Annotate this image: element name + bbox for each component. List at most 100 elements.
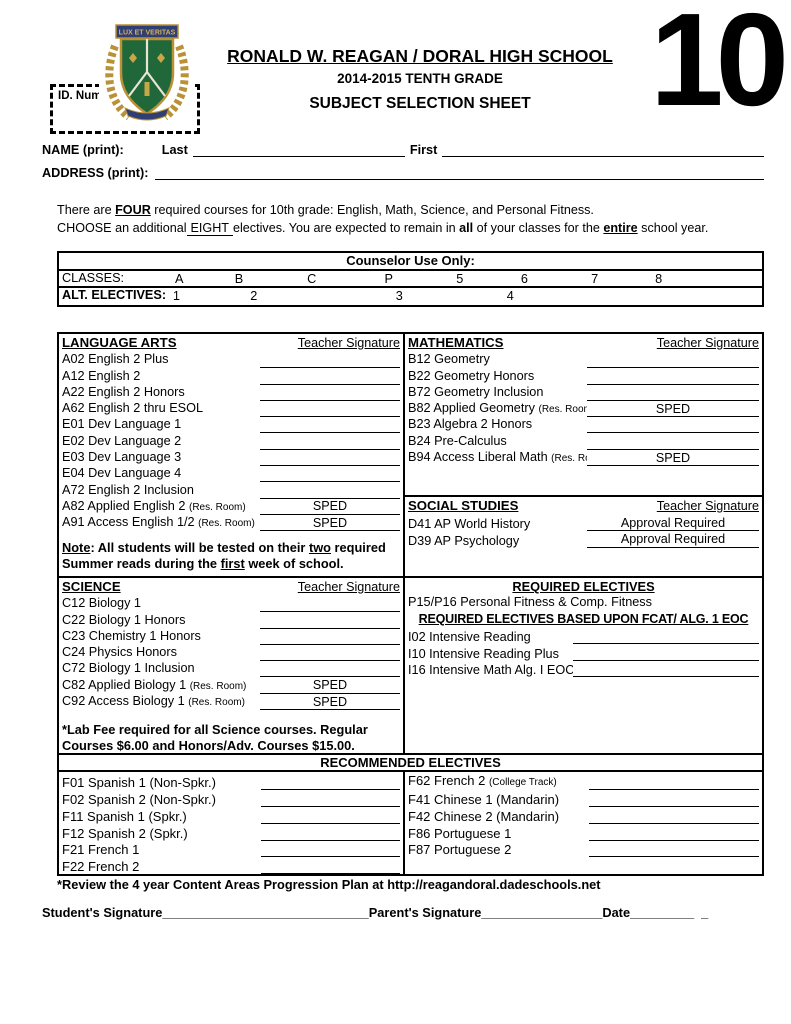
course-row: D39 AP Psychology Approval Required: [408, 531, 759, 548]
trailing-underscore: _: [701, 905, 709, 920]
course-row: I02 Intensive Reading: [408, 628, 759, 645]
course-row: D41 AP World History Approval Required: [408, 515, 759, 532]
teacher-signature-line[interactable]: [260, 353, 400, 369]
course-row: C24 Physics Honors: [62, 645, 400, 662]
fcat-electives-header: REQUIRED ELECTIVES BASED UPON FCAT/ ALG.…: [418, 612, 749, 626]
address-line[interactable]: [155, 163, 764, 180]
course-row: F86 Portuguese 1: [408, 824, 759, 841]
course-row: I16 Intensive Math Alg. I EOC: [408, 661, 759, 677]
alt-electives-label: ALT. ELECTIVES:: [62, 288, 167, 302]
subtitle-grade: 2014-2015 TENTH GRADE: [337, 71, 503, 86]
teacher-signature-line[interactable]: [261, 808, 400, 824]
course-row: C22 Biology 1 Honors: [62, 612, 400, 629]
school-crest-logo: LUX ET VERITAS: [99, 20, 195, 122]
progression-plan-note: *Review the 4 year Content Areas Progres…: [57, 877, 601, 892]
teacher-signature-line[interactable]: [587, 434, 759, 450]
date-line[interactable]: _________: [630, 905, 695, 920]
teacher-signature-line[interactable]: SPED: [587, 451, 759, 467]
teacher-signature-line[interactable]: [587, 418, 759, 434]
teacher-signature-line[interactable]: [260, 662, 400, 678]
required-electives-header: REQUIRED ELECTIVES: [512, 579, 655, 594]
teacher-signature-line[interactable]: SPED: [260, 695, 400, 711]
address-label: ADDRESS (print):: [42, 166, 149, 180]
course-row: F42 Chinese 2 (Mandarin): [408, 807, 759, 824]
teacher-signature-line[interactable]: [589, 842, 759, 858]
intro-paragraph: There are FOUR required courses for 10th…: [57, 202, 763, 237]
teacher-signature-line[interactable]: [589, 825, 759, 841]
course-row: B24 Pre-Calculus: [408, 433, 759, 450]
first-name-line[interactable]: [442, 140, 764, 157]
recommended-electives-header: RECOMMENDED ELECTIVES: [57, 753, 764, 772]
teacher-signature-line[interactable]: [260, 597, 400, 613]
course-row: B12 Geometry: [408, 352, 759, 369]
course-row: B82 Applied Geometry (Res. Room)SPED: [408, 401, 759, 418]
crest-motto: LUX ET VERITAS: [119, 30, 176, 37]
teacher-signature-line[interactable]: Approval Required: [587, 516, 759, 532]
alt-electives-row[interactable]: ALT. ELECTIVES: 1 2 3 4: [62, 288, 514, 303]
teacher-signature-line[interactable]: [261, 859, 400, 875]
teacher-signature-line[interactable]: [573, 645, 759, 661]
language-arts-section: LANGUAGE ARTS Teacher Signature A02 Engl…: [57, 332, 405, 578]
parent-signature-label: Parent's Signature: [368, 905, 482, 920]
intro-line-2: CHOOSE an additional EIGHT electives. You …: [57, 220, 709, 236]
course-row: A22 English 2 Honors: [62, 385, 400, 401]
teacher-signature-line[interactable]: [260, 402, 400, 418]
section-header: MATHEMATICS Teacher Signature: [408, 335, 759, 352]
classes-row[interactable]: CLASSES: A B C P 5 6 7 8: [59, 271, 762, 288]
address-row: ADDRESS (print):: [42, 163, 764, 180]
teacher-signature-line[interactable]: SPED: [587, 402, 759, 418]
teacher-signature-line[interactable]: [589, 791, 759, 807]
course-row: C23 Chemistry 1 Honors: [62, 629, 400, 645]
course-row: F41 Chinese 1 (Mandarin): [408, 790, 759, 807]
social-studies-section: SOCIAL STUDIES Teacher Signature D41 AP …: [403, 495, 764, 578]
teacher-signature-line[interactable]: SPED: [260, 678, 400, 694]
teacher-signature-line[interactable]: SPED: [260, 516, 400, 532]
section-title: SOCIAL STUDIES: [408, 498, 519, 513]
teacher-signature-line[interactable]: [260, 646, 400, 662]
signature-row: Student's Signature_____________________…: [42, 905, 708, 920]
teacher-signature-line[interactable]: [260, 434, 400, 450]
course-row: A02 English 2 Plus: [62, 352, 400, 369]
intro-line-1: There are FOUR required courses for 10th…: [57, 203, 594, 217]
teacher-signature-header: Teacher Signature: [297, 336, 400, 350]
student-signature-line[interactable]: _____________________________: [162, 905, 369, 920]
teacher-signature-line[interactable]: [261, 791, 400, 807]
teacher-signature-line[interactable]: [260, 385, 400, 401]
course-row: F21 French 1: [62, 841, 400, 858]
teacher-signature-line[interactable]: [260, 613, 400, 629]
teacher-signature-line[interactable]: [587, 385, 759, 401]
teacher-signature-line[interactable]: [573, 661, 759, 677]
course-row: C92 Access Biology 1 (Res. Room) SPED: [62, 694, 400, 711]
title-block: RONALD W. REAGAN / DORAL HIGH SCHOOL 201…: [195, 46, 645, 113]
teacher-signature-line[interactable]: [260, 629, 400, 645]
counselor-table-title: Counselor Use Only:: [59, 253, 762, 271]
teacher-signature-line[interactable]: [260, 467, 400, 483]
teacher-signature-line[interactable]: [261, 825, 400, 841]
teacher-signature-line[interactable]: [260, 483, 400, 499]
teacher-signature-line[interactable]: [573, 629, 759, 645]
teacher-signature-line[interactable]: SPED: [260, 499, 400, 515]
teacher-signature-line[interactable]: [261, 774, 400, 790]
course-row: E04 Dev Language 4: [62, 466, 400, 483]
course-row: B22 Geometry Honors: [408, 368, 759, 385]
teacher-signature-line[interactable]: [589, 774, 759, 790]
teacher-signature-line[interactable]: [587, 353, 759, 369]
course-row: F62 French 2 (College Track): [408, 773, 759, 790]
page-title: RONALD W. REAGAN / DORAL HIGH SCHOOL: [227, 46, 613, 66]
course-row: F02 Spanish 2 (Non-Spkr.): [62, 790, 400, 807]
teacher-signature-line[interactable]: [587, 369, 759, 385]
teacher-signature-line[interactable]: Approval Required: [587, 532, 759, 548]
parent-signature-line[interactable]: _________________: [481, 905, 603, 920]
summer-reading-note: Note: All students will be tested on the…: [62, 540, 386, 572]
last-name-line[interactable]: [192, 140, 405, 157]
counselor-use-only-table: Counselor Use Only: CLASSES: A B C P 5 6…: [57, 251, 764, 307]
teacher-signature-line[interactable]: [261, 842, 400, 858]
section-title: MATHEMATICS: [408, 335, 504, 350]
course-row: E01 Dev Language 1: [62, 417, 400, 434]
section-header: SOCIAL STUDIES Teacher Signature: [408, 498, 759, 515]
teacher-signature-line[interactable]: [589, 808, 759, 824]
teacher-signature-line[interactable]: [260, 418, 400, 434]
teacher-signature-line[interactable]: [260, 451, 400, 467]
teacher-signature-line[interactable]: [260, 369, 400, 385]
